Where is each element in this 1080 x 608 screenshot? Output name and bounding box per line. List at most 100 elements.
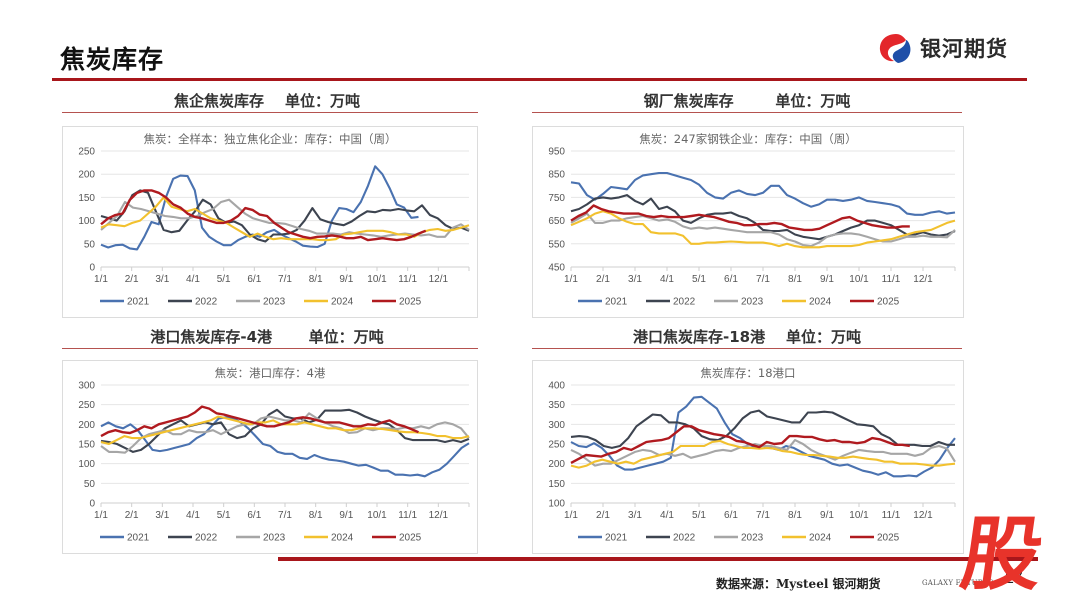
x-tick-label: 8/1 xyxy=(309,510,323,521)
legend-label-2021: 2021 xyxy=(127,533,150,544)
x-tick-label: 4/1 xyxy=(186,274,200,285)
series-line-2021 xyxy=(100,165,419,251)
y-tick-label: 250 xyxy=(548,440,565,451)
legend-label-2024: 2024 xyxy=(809,533,832,544)
chart-title: 焦炭：港口库存：4港 xyxy=(215,366,326,380)
y-tick-label: 150 xyxy=(78,193,95,204)
galaxy-futures-text: GALAXY FUTURES xyxy=(922,579,994,587)
series-line-2024 xyxy=(570,439,956,469)
galaxy-logo-icon xyxy=(879,34,911,63)
panel-unit-text: 单位：万吨 xyxy=(308,328,384,346)
y-tick-label: 100 xyxy=(548,499,565,510)
panel-divider xyxy=(532,348,962,349)
y-tick-label: 0 xyxy=(89,263,95,274)
chart-title: 焦炭库存：18港口 xyxy=(700,366,795,380)
x-tick-label: 3/1 xyxy=(155,510,169,521)
x-tick-label: 11/1 xyxy=(398,274,417,285)
x-tick-label: 5/1 xyxy=(217,510,231,521)
x-tick-label: 2/1 xyxy=(125,274,139,285)
x-tick-label: 10/1 xyxy=(849,274,869,285)
legend-label-2025: 2025 xyxy=(399,297,422,308)
x-tick-label: 8/1 xyxy=(309,274,323,285)
series-line-2025 xyxy=(570,425,910,464)
x-tick-label: 12/1 xyxy=(913,274,933,285)
chart-svg: 焦炭库存：18港口 100 150 200 250 300 350 400 1/1 2/1 3/1 4… xyxy=(548,366,956,544)
x-tick-label: 4/1 xyxy=(660,510,674,521)
series-line-2021 xyxy=(100,416,470,478)
y-tick-label: 350 xyxy=(548,400,565,411)
legend-label-2024: 2024 xyxy=(809,297,832,308)
y-tick-label: 300 xyxy=(548,420,565,431)
x-tick-label: 7/1 xyxy=(756,274,770,285)
series-line-2024 xyxy=(570,210,956,249)
x-tick-label: 10/1 xyxy=(367,510,387,521)
chart-steel-mill-inventory: 焦炭：247家钢铁企业：库存：中国（周） 450 550 650 750 850 950 1/… xyxy=(532,126,964,318)
y-tick-label: 150 xyxy=(548,479,565,490)
x-tick-label: 5/1 xyxy=(692,510,706,521)
x-tick-label: 11/1 xyxy=(398,510,417,521)
panel-heading-text: 港口焦炭库存-18港 xyxy=(632,328,766,346)
series-line-2025 xyxy=(100,189,427,242)
y-tick-label: 550 xyxy=(548,239,565,250)
x-tick-label: 9/1 xyxy=(820,274,834,285)
series-line-2021 xyxy=(570,171,956,216)
x-tick-label: 7/1 xyxy=(756,510,770,521)
y-tick-label: 0 xyxy=(89,499,95,510)
series-line-2025 xyxy=(570,204,910,232)
x-tick-label: 1/1 xyxy=(94,510,108,521)
x-tick-label: 4/1 xyxy=(660,274,674,285)
y-tick-label: 450 xyxy=(548,263,565,274)
y-tick-label: 100 xyxy=(78,216,95,227)
series-line-2024 xyxy=(100,196,470,242)
chart-coking-plant-inventory: 焦炭：全样本：独立焦化企业：库存：中国（周） 0 50 100 150 200 250 1/1… xyxy=(62,126,478,318)
legend-label-2022: 2022 xyxy=(673,533,696,544)
x-tick-label: 6/1 xyxy=(724,274,738,285)
x-tick-label: 8/1 xyxy=(788,274,802,285)
x-tick-label: 10/1 xyxy=(849,510,869,521)
panel-unit-text: 单位：万吨 xyxy=(775,92,851,110)
panel-heading-text: 港口焦炭库存-4港 xyxy=(150,328,273,346)
legend-label-2022: 2022 xyxy=(673,297,696,308)
x-tick-label: 12/1 xyxy=(429,510,449,521)
panel-unit-text: 单位：万吨 xyxy=(785,328,861,346)
chart-port-18-inventory: 焦炭库存：18港口 100 150 200 250 300 350 400 1/1 2/1 3/1 4… xyxy=(532,360,964,554)
panel-heading-steel-mill: 钢厂焦炭库存 单位：万吨 xyxy=(532,90,962,111)
x-tick-label: 4/1 xyxy=(186,510,200,521)
x-tick-label: 6/1 xyxy=(247,274,261,285)
x-tick-label: 2/1 xyxy=(125,510,139,521)
panel-divider xyxy=(532,112,962,113)
legend-label-2023: 2023 xyxy=(741,533,764,544)
y-tick-label: 750 xyxy=(548,193,565,204)
series-line-2023 xyxy=(570,212,956,248)
x-tick-label: 1/1 xyxy=(564,510,578,521)
x-tick-label: 9/1 xyxy=(339,510,353,521)
chart-svg: 焦炭：港口库存：4港 0 50 100 150 200 250 300 1/1 2/1 3/1 4/1… xyxy=(78,366,470,544)
brand-name: 银河期货 xyxy=(920,37,1008,61)
brand-logo: 银河期货 xyxy=(876,28,1008,68)
y-tick-label: 300 xyxy=(78,381,95,392)
chart-svg: 焦炭：247家钢铁企业：库存：中国（周） 450 550 650 750 850 950 1/… xyxy=(548,132,956,308)
x-tick-label: 8/1 xyxy=(788,510,802,521)
x-tick-label: 11/1 xyxy=(882,274,901,285)
legend-label-2022: 2022 xyxy=(195,297,218,308)
x-tick-label: 2/1 xyxy=(596,274,610,285)
legend-label-2023: 2023 xyxy=(263,533,286,544)
legend-label-2024: 2024 xyxy=(331,297,354,308)
x-tick-label: 1/1 xyxy=(94,274,108,285)
y-tick-label: 400 xyxy=(548,381,565,392)
x-tick-label: 11/1 xyxy=(882,510,901,521)
panel-heading-coking-plant: 焦企焦炭库存 单位：万吨 xyxy=(62,90,472,111)
x-tick-label: 3/1 xyxy=(155,274,169,285)
panel-divider xyxy=(62,112,478,113)
x-tick-label: 12/1 xyxy=(429,274,449,285)
y-tick-label: 50 xyxy=(84,239,96,250)
y-tick-label: 200 xyxy=(548,459,565,470)
series-line-2025 xyxy=(100,405,419,438)
watermark-stamp: 股 xyxy=(955,508,1049,601)
chart-title: 焦炭：247家钢铁企业：库存：中国（周） xyxy=(639,132,856,146)
x-tick-label: 10/1 xyxy=(367,274,387,285)
page-number: 27 xyxy=(1005,570,1023,587)
x-tick-label: 6/1 xyxy=(724,510,738,521)
x-tick-label: 9/1 xyxy=(339,274,353,285)
y-tick-label: 950 xyxy=(548,147,565,158)
